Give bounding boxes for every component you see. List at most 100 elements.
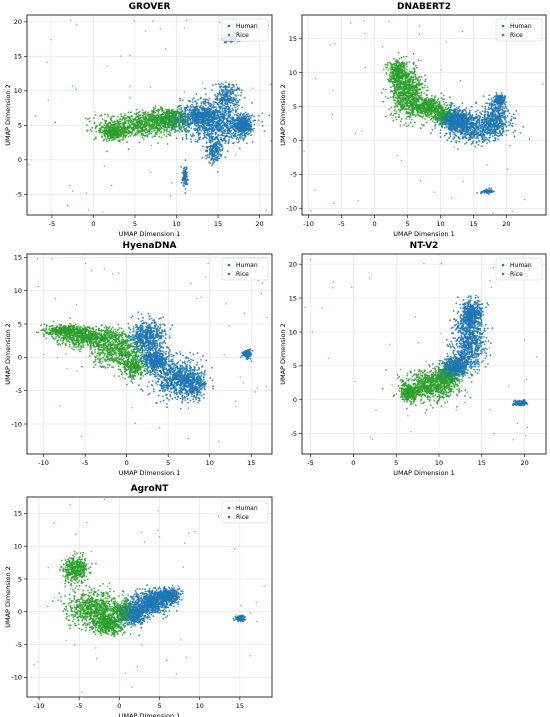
scatter-point	[216, 99, 219, 101]
scatter-point	[221, 130, 223, 133]
grid	[302, 15, 546, 215]
scatter-point	[211, 129, 213, 132]
scatter-point	[185, 167, 188, 170]
scatter-point	[171, 122, 174, 125]
scatter-point	[141, 123, 144, 125]
scatter-point	[199, 136, 202, 139]
scatter-point	[236, 114, 239, 117]
scatter-point	[161, 113, 164, 115]
scatter-point	[208, 148, 211, 151]
scatter-point	[222, 89, 225, 91]
scatter-point	[225, 118, 228, 121]
scatter-point	[399, 111, 401, 113]
scatter-point	[196, 119, 199, 122]
scatter-point	[229, 126, 232, 129]
scatter-point	[129, 135, 132, 137]
scatter-point	[227, 86, 230, 89]
scatter-point	[142, 114, 145, 117]
scatter-point	[406, 87, 409, 90]
scatter-point	[400, 85, 403, 88]
scatter-point	[145, 115, 147, 117]
scatter-point	[165, 130, 168, 133]
scatter-point	[135, 133, 138, 136]
scatter-point	[401, 100, 404, 103]
outlier-point	[119, 55, 122, 57]
scatter-point	[188, 117, 190, 120]
scatter-point	[124, 129, 127, 131]
scatter-point	[127, 111, 130, 114]
scatter-point	[54, 121, 57, 124]
subplot-title: GROVER	[129, 2, 171, 12]
scatter-point	[109, 137, 112, 140]
scatter-point	[149, 125, 152, 127]
scatter-point	[178, 131, 181, 133]
scatter-point	[181, 115, 184, 118]
scatter-point	[140, 132, 143, 134]
legend-label-rice: Rice	[236, 32, 249, 39]
scatter-point	[125, 126, 128, 129]
scatter-point	[208, 122, 210, 124]
scatter-point	[199, 96, 202, 99]
scatter-point	[100, 114, 103, 117]
scatter-point	[112, 132, 115, 135]
scatter-point	[227, 94, 229, 96]
scatter-point	[217, 147, 220, 149]
scatter-point	[216, 96, 219, 98]
scatter-point	[228, 100, 230, 103]
scatter-point	[141, 129, 144, 132]
scatter-point	[110, 117, 112, 120]
scatter-point	[199, 107, 202, 109]
scatter-point	[210, 137, 213, 140]
scatter-point	[218, 140, 221, 143]
scatter-point	[193, 106, 196, 109]
scatter-point	[175, 125, 178, 128]
scatter-point	[243, 123, 246, 126]
scatter-point	[180, 181, 183, 184]
scatter-point	[409, 121, 412, 124]
scatter-point	[223, 122, 225, 125]
scatter-point	[248, 123, 250, 125]
scatter-point	[198, 133, 201, 135]
scatter-point	[396, 105, 399, 107]
scatter-point	[411, 70, 413, 73]
y-tick-label: 0	[18, 156, 22, 164]
scatter-point	[207, 114, 210, 116]
scatter-point	[233, 128, 236, 131]
scatter-point	[194, 100, 197, 103]
scatter-point	[155, 109, 158, 112]
scatter-point	[231, 122, 234, 125]
scatter-point	[220, 116, 223, 118]
outlier-point	[66, 204, 69, 207]
scatter-point	[188, 111, 191, 114]
scatter-point	[112, 126, 115, 128]
scatter-point	[393, 94, 395, 97]
series-rice	[303, 20, 541, 213]
scatter-point	[195, 105, 198, 108]
scatter-point	[150, 123, 152, 126]
scatter-point	[116, 136, 119, 139]
scatter-point	[120, 122, 122, 125]
outlier-point	[110, 184, 113, 187]
scatter-point	[227, 117, 229, 119]
outlier-point	[129, 97, 131, 99]
scatter-point	[200, 101, 203, 104]
scatter-point	[236, 108, 239, 110]
scatter-point	[156, 120, 159, 123]
scatter-point	[229, 91, 232, 94]
scatter-point	[238, 98, 241, 101]
scatter-point	[165, 110, 168, 113]
scatter-point	[181, 109, 184, 112]
scatter-point	[236, 105, 239, 108]
scatter-point	[419, 88, 421, 91]
scatter-point	[210, 107, 213, 109]
scatter-point	[152, 106, 155, 109]
x-tick-label: 5	[133, 220, 137, 228]
scatter-point	[186, 105, 189, 108]
scatter-point	[86, 129, 88, 132]
scatter-point	[204, 120, 207, 123]
scatter-point	[117, 131, 120, 133]
scatter-point	[231, 137, 234, 140]
scatter-point	[146, 135, 149, 137]
scatter-point	[177, 124, 180, 126]
scatter-point	[411, 93, 414, 96]
